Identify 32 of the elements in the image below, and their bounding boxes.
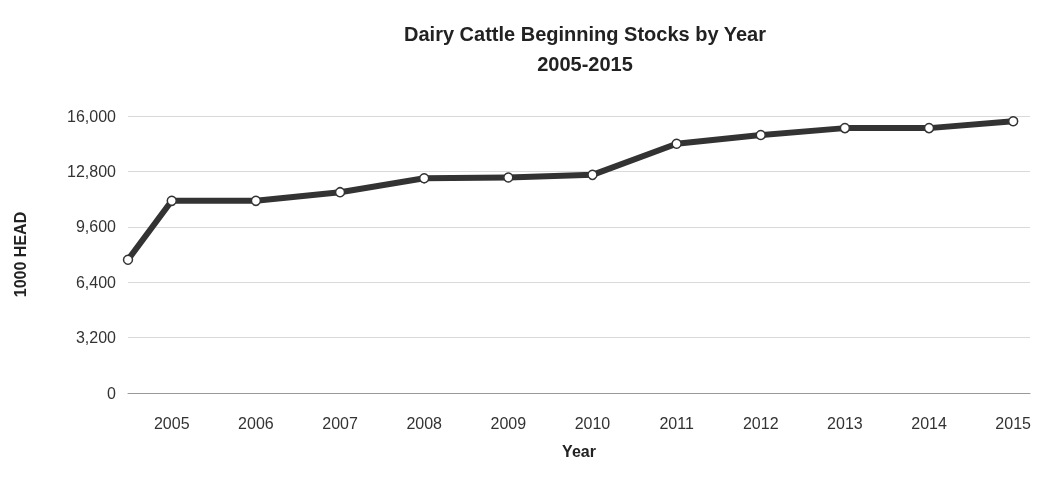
point [923,122,935,134]
point [755,129,766,141]
point [250,195,262,207]
point [1007,115,1019,127]
y-tick-label: 12,800 [67,162,117,180]
y-tick-label: 16,000 [67,107,117,125]
x-tick-label: 2009 [490,414,527,432]
x-axis-title: Year [562,442,596,460]
chart-title: Dairy Cattle Beginning Stocks by Year 2005-2015 [404,23,767,75]
x-tick-label: 2010 [574,414,611,432]
y-tick-label: 6,400 [75,273,117,291]
x-tick-label: 2012 [742,414,779,432]
x-tick-label: 2014 [911,414,947,432]
x-tick-label: 2006 [238,414,274,432]
y-axis-title: 1000 HEAD [11,211,29,298]
x-tick-label: 2011 [659,414,694,432]
point [671,138,682,149]
x-tick-label: 2007 [322,414,358,432]
point [503,172,514,183]
y-tick-label: 0 [107,384,117,402]
point [122,254,134,265]
x-tick-label: 2013 [827,414,863,432]
point [839,122,851,134]
x-tick-label: 2005 [153,414,190,432]
point [418,173,430,184]
y-tick-label: 3,200 [75,329,117,347]
x-tick-label: 2008 [406,414,443,432]
point [587,169,598,181]
point [334,186,346,198]
x-tick-label: 2015 [995,414,1032,432]
point [166,195,177,207]
y-tick-label: 9,600 [75,218,117,236]
